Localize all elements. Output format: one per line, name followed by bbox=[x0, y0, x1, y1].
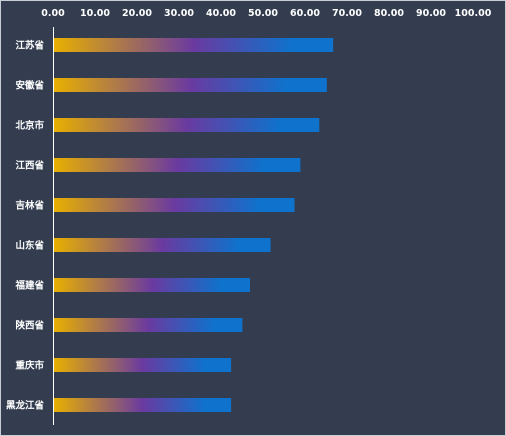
category-label: 吉林省 bbox=[15, 200, 44, 212]
bar bbox=[54, 358, 232, 372]
category-label: 江苏省 bbox=[15, 40, 44, 52]
x-tick-label: 50.00 bbox=[248, 8, 278, 19]
x-tick-label: 100.00 bbox=[455, 8, 492, 19]
category-label: 安徽省 bbox=[15, 80, 44, 92]
x-tick-label: 10.00 bbox=[80, 8, 110, 19]
bar bbox=[54, 198, 295, 212]
category-label: 江西省 bbox=[15, 160, 44, 172]
x-tick-label: 60.00 bbox=[290, 8, 320, 19]
x-tick-label: 40.00 bbox=[206, 8, 236, 19]
bar bbox=[54, 278, 250, 292]
x-tick-label: 0.00 bbox=[41, 8, 65, 19]
x-tick-label: 70.00 bbox=[332, 8, 362, 19]
category-label: 重庆市 bbox=[15, 360, 44, 372]
bar-series bbox=[54, 38, 334, 412]
bar bbox=[54, 318, 243, 332]
bar bbox=[54, 38, 334, 52]
category-label: 北京市 bbox=[15, 120, 44, 132]
bar bbox=[54, 118, 320, 132]
x-tick-label: 90.00 bbox=[416, 8, 446, 19]
x-axis-tick-labels: 0.00 10.00 20.00 30.00 40.00 50.00 60.00 70.00 8… bbox=[41, 8, 491, 19]
bar bbox=[54, 158, 301, 172]
category-label: 黑龙江省 bbox=[6, 400, 45, 412]
x-tick-label: 20.00 bbox=[122, 8, 152, 19]
category-label: 陕西省 bbox=[15, 320, 44, 332]
bar bbox=[54, 238, 271, 252]
category-label: 山东省 bbox=[15, 240, 44, 252]
bar bbox=[54, 78, 327, 92]
category-label: 福建省 bbox=[14, 280, 44, 292]
x-tick-label: 30.00 bbox=[164, 8, 194, 19]
bar bbox=[54, 398, 232, 412]
x-tick-label: 80.00 bbox=[374, 8, 404, 19]
